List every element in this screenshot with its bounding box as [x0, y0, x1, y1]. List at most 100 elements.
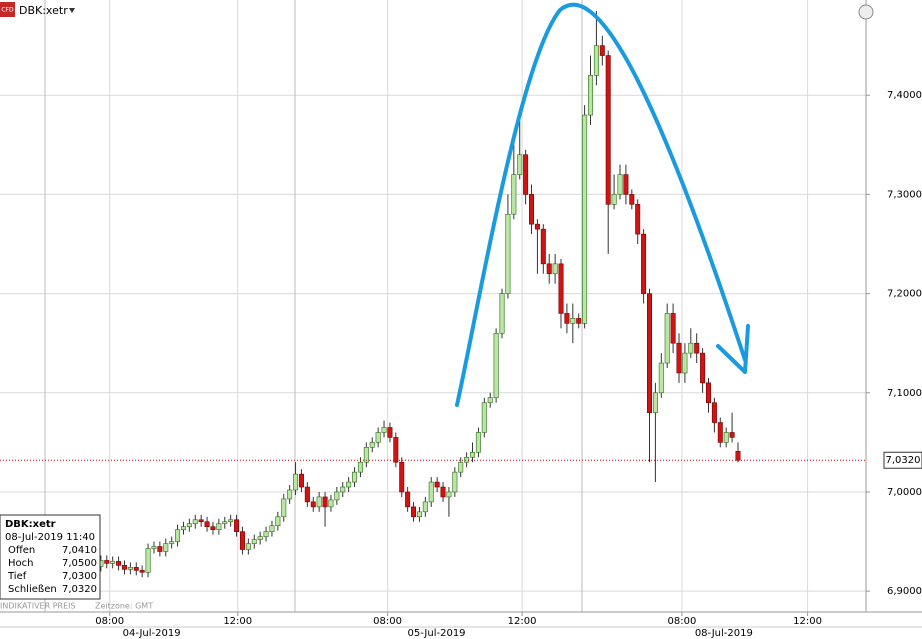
candle-body	[281, 498, 287, 518]
y-tick-label: 7,3000	[887, 189, 922, 200]
candle-body	[458, 461, 464, 473]
candle-body	[705, 382, 711, 404]
plot-area	[98, 10, 741, 578]
info-box: DBK:xetr 08-Jul-2019 11:40 Offen 7,0410 Ho…	[0, 514, 101, 600]
candle-body	[352, 471, 358, 483]
candle-body	[676, 342, 682, 374]
candle-body	[511, 174, 517, 215]
x-tick-label: 08:00	[95, 616, 124, 627]
candle-body	[139, 570, 145, 573]
candle-body	[599, 45, 605, 56]
candle-body	[605, 55, 611, 205]
x-tick-label: 08:00	[373, 616, 402, 627]
candle-body	[564, 313, 570, 324]
candle-body	[588, 75, 594, 116]
candle-body	[127, 567, 133, 570]
candle-body	[328, 499, 334, 508]
candle-body	[617, 174, 623, 195]
info-time: 08-Jul-2019 11:40	[5, 532, 95, 543]
candle-body	[269, 525, 275, 532]
candle-body	[322, 496, 328, 508]
candle-body	[546, 263, 552, 275]
candle-body	[198, 519, 204, 523]
candle-body	[180, 526, 186, 530]
candle-body	[505, 213, 511, 294]
candle-body	[216, 523, 222, 530]
candle-body	[664, 313, 670, 364]
candle-body	[192, 519, 198, 525]
date-label: 08-Jul-2019	[695, 628, 753, 639]
candle-body	[540, 228, 546, 265]
candle-body	[346, 481, 352, 488]
chart-title[interactable]: DBK:xetr	[19, 4, 68, 17]
candle-body	[576, 318, 582, 324]
candle-body	[357, 461, 363, 473]
candle-body	[552, 263, 558, 275]
clock-icon[interactable]	[858, 4, 874, 20]
candle-body	[169, 541, 175, 544]
y-tick-label: 7,2000	[887, 289, 922, 300]
info-value: 7,0500	[62, 558, 97, 569]
candle-body	[228, 519, 234, 523]
candle-body	[646, 293, 652, 413]
candle-body	[304, 486, 310, 503]
candle-body	[245, 543, 251, 550]
candle-body	[204, 521, 210, 527]
candle-body	[688, 342, 694, 354]
info-label: Schließen	[8, 584, 57, 595]
trend-arrow	[455, 2, 747, 407]
candle-body	[523, 154, 529, 195]
arrow-head	[716, 324, 750, 374]
candle-body	[145, 548, 151, 573]
info-rows: Offen 7,0410 Hoch 7,0500 Tief 7,0300 Schließen…	[7, 545, 97, 595]
candle-body	[121, 565, 127, 570]
candle-body	[611, 194, 617, 205]
candle-body	[499, 293, 505, 334]
candle-body	[157, 546, 163, 552]
candle-body	[481, 402, 487, 433]
candle-body	[257, 536, 263, 540]
candle-body	[369, 442, 375, 448]
candle-body	[670, 313, 676, 344]
candle-body	[452, 471, 458, 493]
candle-body	[729, 432, 735, 438]
candle-body	[558, 263, 564, 314]
x-tick-label: 12:00	[223, 616, 252, 627]
candle-body	[298, 473, 304, 488]
candle-body	[275, 516, 281, 527]
candle-body	[517, 154, 523, 175]
info-box-frame	[0, 514, 101, 600]
candle-body	[422, 501, 428, 513]
candle-body	[210, 526, 216, 530]
candle-body	[186, 523, 192, 527]
candle-body	[623, 174, 629, 195]
y-tick-label: 7,1000	[887, 388, 922, 399]
candle-body	[411, 506, 417, 518]
info-value: 7,0320	[62, 584, 97, 595]
candle-body	[163, 543, 169, 552]
candle-body	[717, 422, 723, 443]
candle-body	[251, 539, 257, 544]
info-label: Hoch	[8, 558, 33, 569]
candle-body	[440, 486, 446, 498]
candle-body	[222, 521, 228, 525]
candle-body	[735, 451, 741, 461]
candle-body	[534, 223, 540, 230]
candle-body	[363, 447, 369, 463]
badge-text: CFD	[1, 7, 14, 14]
candle-body	[110, 561, 116, 564]
candle-body	[470, 452, 476, 458]
candle-body	[629, 194, 635, 205]
candle-body	[116, 561, 122, 566]
candle-body	[434, 481, 440, 488]
candle-body	[416, 511, 422, 518]
candle-body	[104, 560, 110, 564]
candle-body	[475, 432, 481, 453]
date-label: 05-Jul-2019	[408, 628, 466, 639]
candle-body	[658, 362, 664, 394]
candle-body	[393, 437, 399, 463]
dropdown-arrow[interactable]	[69, 8, 75, 13]
candle-body	[263, 531, 269, 537]
badge-icon	[0, 2, 15, 17]
